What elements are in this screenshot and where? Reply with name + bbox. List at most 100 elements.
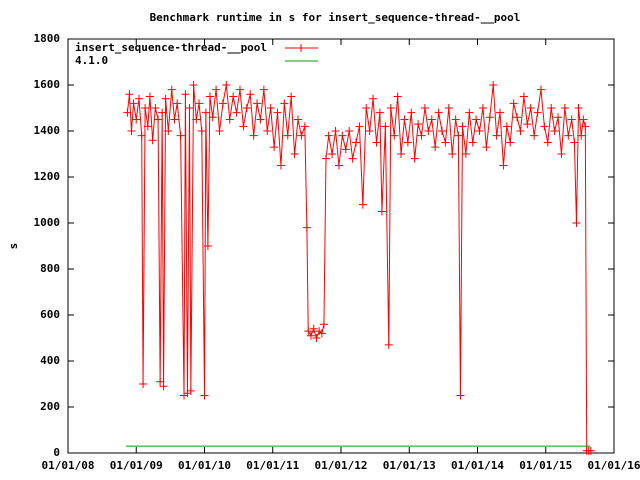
data-point [331, 127, 340, 135]
y-tick-label: 800 [40, 262, 60, 275]
data-point [127, 127, 136, 135]
y-tick-label: 1400 [34, 124, 61, 137]
data-point [461, 150, 470, 158]
data-point [186, 386, 195, 395]
data-point [434, 108, 443, 117]
data-point [242, 104, 251, 112]
data-point [297, 131, 306, 140]
data-point [496, 108, 505, 117]
data-point [170, 115, 179, 124]
data-point [581, 122, 590, 131]
data-point [294, 115, 303, 124]
data-point [263, 127, 272, 135]
data-point [270, 143, 279, 152]
data-point [302, 223, 311, 232]
chart-title: Benchmark runtime in s for insert_sequen… [150, 11, 521, 24]
data-point [200, 391, 209, 400]
data-point [312, 334, 321, 342]
series-line [126, 84, 591, 452]
data-point [324, 131, 333, 140]
x-tick-label: 01/01/09 [110, 459, 163, 472]
data-point [557, 150, 566, 158]
data-point [489, 81, 498, 89]
data-point [502, 122, 511, 131]
y-tick-label: 200 [40, 400, 60, 413]
data-point [319, 320, 328, 329]
data-point [212, 85, 221, 94]
data-point [560, 104, 569, 112]
y-tick-label: 600 [40, 308, 60, 321]
data-point [189, 81, 198, 89]
data-point [218, 99, 227, 108]
x-tick-label: 01/01/12 [315, 459, 368, 472]
data-point [145, 92, 154, 101]
data-point [482, 143, 491, 152]
data-point [403, 138, 412, 147]
data-point [222, 81, 231, 89]
y-tick-label: 0 [53, 446, 60, 459]
data-point [300, 122, 309, 131]
x-tick-label: 01/01/11 [246, 459, 299, 472]
data-point [137, 131, 146, 140]
data-point [410, 154, 419, 163]
data-point [304, 327, 313, 336]
data-point [375, 108, 384, 117]
data-point [365, 127, 374, 135]
data-point [400, 115, 409, 124]
data-point [397, 150, 406, 158]
data-point [567, 115, 576, 124]
y-tick-label: 400 [40, 354, 60, 367]
data-point [225, 115, 234, 124]
legend-marker [297, 44, 305, 52]
data-point [352, 138, 361, 147]
x-tick-label: 01/01/16 [588, 459, 640, 472]
data-point [377, 207, 386, 216]
data-point [208, 113, 217, 122]
data-point [427, 115, 436, 124]
data-point [475, 127, 484, 135]
data-point [338, 131, 347, 140]
data-point [134, 94, 143, 103]
data-point [441, 138, 450, 147]
data-point [516, 127, 525, 135]
data-point [348, 154, 357, 163]
data-point [141, 104, 150, 112]
data-point [276, 161, 285, 170]
data-point [390, 131, 399, 140]
data-point [574, 104, 583, 112]
data-point [393, 92, 402, 101]
data-point [564, 131, 573, 140]
data-point [547, 104, 556, 112]
data-point [173, 99, 182, 108]
y-tick-label: 1800 [34, 32, 61, 45]
data-point [205, 92, 214, 101]
y-tick-label: 1200 [34, 170, 61, 183]
data-point [386, 104, 395, 112]
data-point [273, 108, 282, 117]
data-point [451, 115, 460, 124]
data-point [485, 113, 494, 122]
data-point [499, 161, 508, 170]
data-point [176, 131, 185, 140]
x-tick-label: 01/01/13 [383, 459, 436, 472]
data-point [554, 113, 563, 122]
data-point [550, 127, 559, 135]
data-point [164, 127, 173, 135]
data-point [317, 329, 326, 338]
data-point [158, 108, 167, 117]
data-point [246, 90, 255, 99]
data-point [577, 131, 586, 140]
data-point [509, 99, 518, 108]
data-point [139, 380, 148, 388]
data-point [123, 108, 132, 117]
data-point [444, 104, 453, 112]
data-point [201, 108, 210, 117]
data-point [290, 150, 299, 158]
data-point [256, 115, 265, 124]
data-point [125, 90, 134, 99]
data-point [372, 138, 381, 147]
data-point [492, 131, 501, 140]
data-point [148, 136, 157, 145]
data-point [465, 108, 474, 117]
